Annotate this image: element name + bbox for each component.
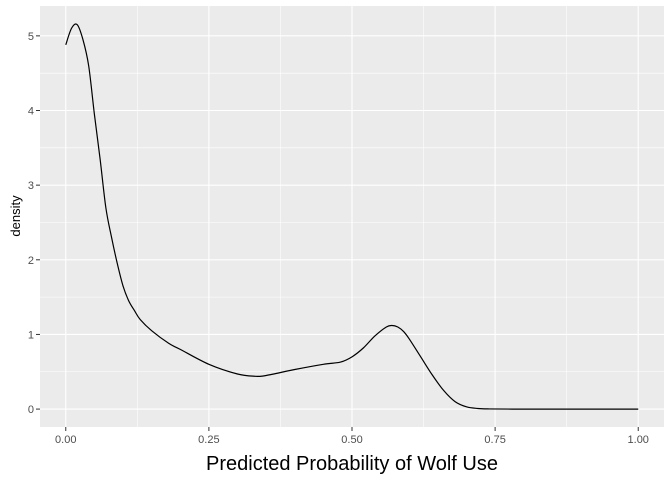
- x-tick-label: 0.25: [198, 434, 219, 446]
- x-tick-label: 0.50: [341, 434, 362, 446]
- y-axis-label: density: [8, 195, 23, 237]
- y-tick-label: 3: [28, 180, 34, 192]
- y-tick-label: 2: [28, 255, 34, 267]
- axis-ticks: [36, 35, 639, 431]
- x-tick-label: 0.00: [55, 434, 76, 446]
- y-tick-label: 5: [28, 31, 34, 43]
- y-tick-label: 4: [28, 106, 34, 118]
- y-tick-label: 1: [28, 329, 34, 341]
- x-axis-label: Predicted Probability of Wolf Use: [206, 453, 498, 475]
- density-curve: [65, 23, 639, 410]
- y-tick-label: 0: [28, 404, 34, 416]
- major-gridlines: [40, 6, 664, 427]
- x-tick-label: 0.75: [484, 434, 505, 446]
- x-tick-label: 1.00: [628, 434, 649, 446]
- tick-labels: 0.00 0.25 0.50 0.75 1.00 0 1 2 3 4 5: [28, 31, 649, 446]
